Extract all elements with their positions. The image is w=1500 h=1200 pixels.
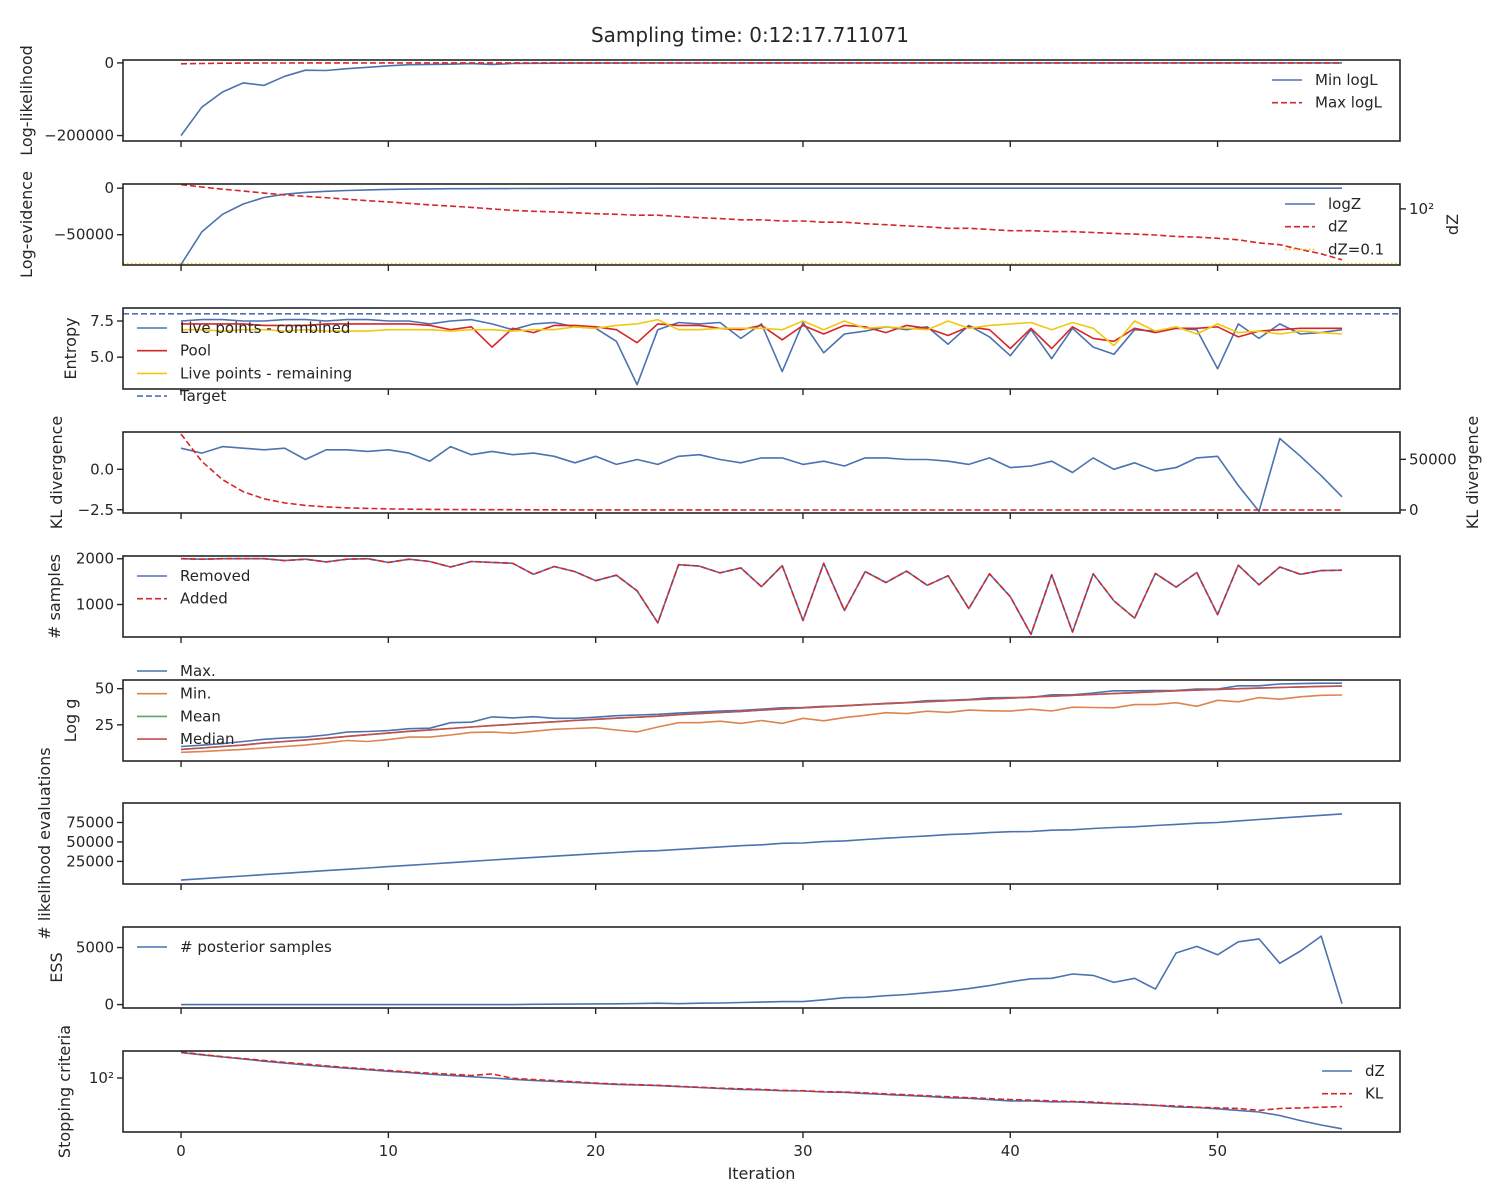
legend-label-entropy-2: Live points - remaining <box>180 364 352 382</box>
subplot-loglikelihood: 0 −200000 Log-likelihood Min logL Max logL <box>17 45 1401 156</box>
y-tick-label-entropy-1: 5.0 <box>90 348 114 366</box>
y-axis-label-ess: ESS <box>47 952 66 982</box>
y-tick-label-likelihood_evals-2: 25000 <box>66 852 114 870</box>
y2-axis-label-kldivergence: KL divergence <box>1463 416 1482 529</box>
legend-label-logg-3: Median <box>180 730 235 748</box>
series-logevidence-1 <box>180 183 1343 261</box>
y-tick-label-loglikelihood-0: 0 <box>104 54 114 72</box>
legend-label-nsamples-1: Added <box>180 590 228 608</box>
x-tick-label-50: 50 <box>1208 1142 1227 1160</box>
series-likelihood_evals-0 <box>180 813 1343 881</box>
y-axis-label-stopping: Stopping criteria <box>55 1025 74 1158</box>
series-logg-1 <box>180 694 1343 754</box>
y-tick-label-logevidence-0: 0 <box>104 179 114 197</box>
series-entropy-1 <box>181 323 1342 350</box>
legend-label-entropy-1: Pool <box>180 342 211 360</box>
axes-frame-stopping <box>122 1050 1401 1133</box>
y-tick-label-logg-0: 50 <box>95 680 114 698</box>
y-tick-label-ess-1: 0 <box>104 996 114 1014</box>
series-loglikelihood-1 <box>180 62 1342 65</box>
series-stopping-1 <box>180 1051 1343 1112</box>
y-axis-label-nsamples: # samples <box>45 554 64 639</box>
x-tick-label-30: 30 <box>793 1142 812 1160</box>
x-tick-label-20: 20 <box>586 1142 605 1160</box>
y-axis-label-loglikelihood: Log-likelihood <box>17 45 36 156</box>
y-tick-label-nsamples-1: 1000 <box>76 596 114 614</box>
x-tick-label-0: 0 <box>176 1142 186 1160</box>
series-kldivergence-1 <box>180 433 1342 511</box>
series-nsamples-0 <box>180 557 1343 636</box>
y-axis-label-entropy: Entropy <box>61 317 80 379</box>
legend-label-stopping-1: KL <box>1365 1085 1384 1103</box>
y-axis-label-logg: Log g <box>61 699 80 743</box>
legend-label-logevidence-0: logZ <box>1328 195 1361 213</box>
y-tick-label-kldivergence-0: 0.0 <box>90 460 114 478</box>
series-stopping-0 <box>180 1051 1343 1130</box>
y-tick-label-nsamples-0: 2000 <box>76 550 114 568</box>
series-logg-3 <box>180 685 1343 751</box>
series-kldivergence-0 <box>180 437 1343 513</box>
subplot-logevidence: 0 −50000 10² Log-evidence dZ logZ dZ dZ=0.1 <box>17 171 1462 278</box>
axes-frame-ess <box>122 926 1401 1009</box>
legend-label-loglikelihood-0: Min logL <box>1315 71 1378 89</box>
legend-label-entropy-0: Live points - combined <box>180 319 350 337</box>
y-tick-label-logevidence-1: −50000 <box>54 226 114 244</box>
y-axis-label-likelihood_evals: # likelihood evaluations <box>35 747 54 939</box>
y-axis-label-logevidence: Log-evidence <box>17 171 36 278</box>
series-ess-0 <box>181 935 1343 1006</box>
legend-label-logg-2: Mean <box>180 707 221 725</box>
axes-frame-nsamples <box>122 555 1401 638</box>
legend-label-stopping-0: dZ <box>1365 1062 1385 1080</box>
subplot-logg: 50 25 Log g Max. Min. Mean Median <box>61 662 1401 767</box>
legend-label-logevidence-1: dZ <box>1328 218 1348 236</box>
series-logg-2 <box>180 685 1343 751</box>
legend-label-logevidence-2: dZ=0.1 <box>1328 240 1384 258</box>
legend-label-entropy-3: Target <box>179 387 227 405</box>
x-tick-label-40: 40 <box>1001 1142 1020 1160</box>
legend-label-nsamples-0: Removed <box>180 567 250 585</box>
y2-axis-label-logevidence: dZ <box>1443 214 1462 235</box>
axes-frame-entropy <box>122 307 1401 390</box>
y-tick-label-kldivergence-1: −2.5 <box>78 501 114 519</box>
subplot-ess: 5000 0 ESS # posterior samples <box>47 926 1401 1014</box>
legend-label-ess-0: # posterior samples <box>180 938 332 956</box>
y-tick-label-likelihood_evals-1: 50000 <box>66 833 114 851</box>
subplot-kldivergence: 0.0 −2.5 50000 0 KL divergence KL divergence <box>47 416 1482 529</box>
y2-tick-label-kldivergence-1: 0 <box>1409 501 1419 519</box>
figure-title: Sampling time: 0:12:17.711071 <box>591 23 909 47</box>
subplot-stopping: 0 10 20 30 40 50 Iteration 10² Stopping criteria… <box>55 1025 1401 1183</box>
legend-label-loglikelihood-1: Max logL <box>1315 94 1383 112</box>
y-axis-label-kldivergence: KL divergence <box>47 416 66 529</box>
y-tick-label-ess-0: 5000 <box>76 939 114 957</box>
series-logg-0 <box>180 682 1342 748</box>
axes-frame-kldivergence <box>122 431 1401 514</box>
axes-frame-logg <box>122 679 1401 762</box>
subplot-entropy: 7.5 5.0 Entropy Live points - combined Pool L… <box>61 307 1401 405</box>
y2-tick-label-kldivergence-0: 50000 <box>1409 450 1457 468</box>
y-tick-label-stopping-0: 10² <box>89 1069 114 1087</box>
axes-frame-likelihood_evals <box>122 802 1401 885</box>
axes-frame-loglikelihood <box>122 59 1401 142</box>
legend-label-logg-1: Min. <box>180 685 211 703</box>
series-logevidence-0 <box>180 187 1342 265</box>
series-loglikelihood-0 <box>180 62 1342 137</box>
series-nsamples-1 <box>180 557 1343 636</box>
y-tick-label-entropy-0: 7.5 <box>90 312 114 330</box>
y-tick-label-logg-1: 25 <box>95 716 114 734</box>
y-tick-label-likelihood_evals-0: 75000 <box>66 813 114 831</box>
y-tick-label-loglikelihood-1: −200000 <box>44 127 114 145</box>
x-tick-label-10: 10 <box>379 1142 398 1160</box>
series-entropy-2 <box>181 318 1343 347</box>
legend-label-logg-0: Max. <box>180 662 216 680</box>
y2-tick-label-logevidence-0: 10² <box>1409 200 1434 218</box>
x-axis-label: Iteration <box>728 1164 796 1183</box>
subplot-nsamples: 2000 1000 # samples Removed Added <box>45 550 1401 643</box>
axes-frame-logevidence <box>122 183 1401 266</box>
